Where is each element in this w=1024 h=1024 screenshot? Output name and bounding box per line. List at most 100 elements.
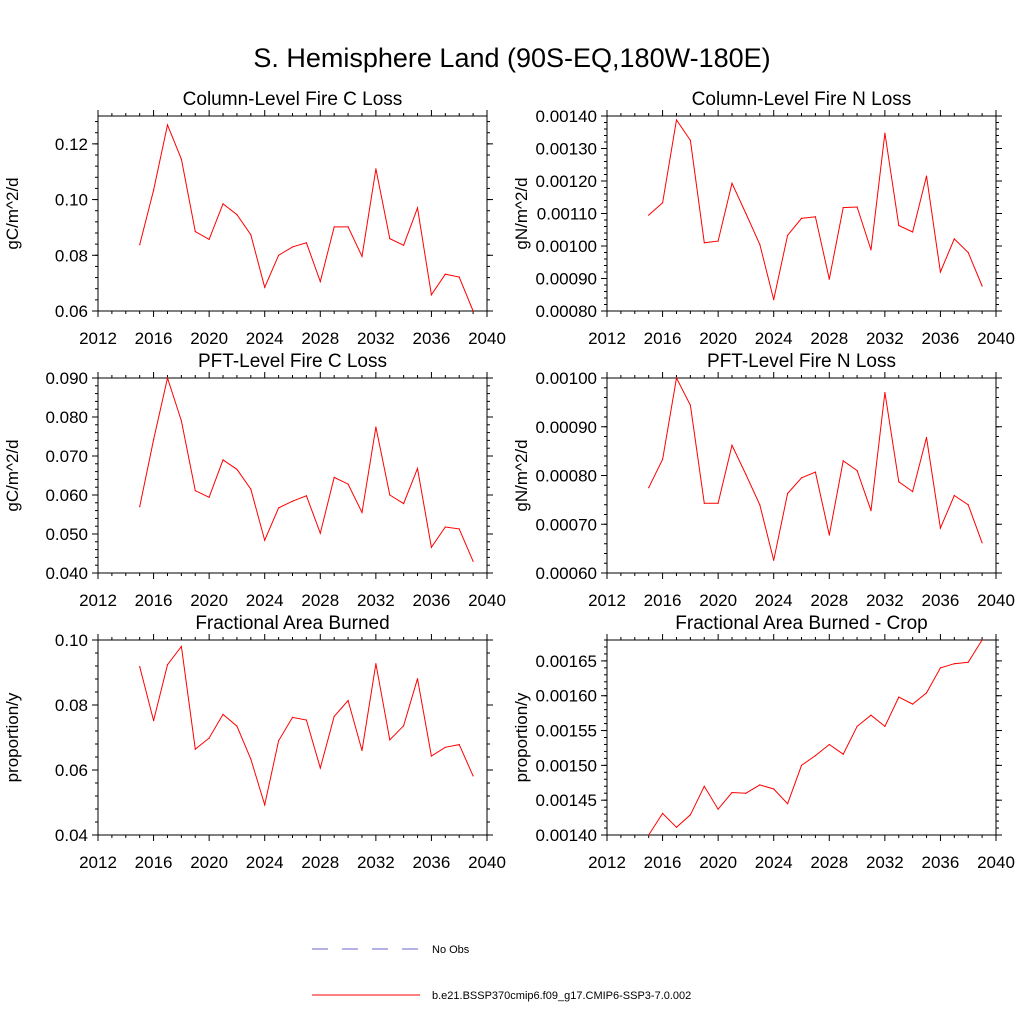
data-point [870,714,872,716]
data-point [139,666,141,668]
data-point [870,249,872,251]
y-tick-label: 0.10 [55,191,88,210]
x-tick-label: 2012 [588,853,626,872]
x-tick-label: 2028 [810,591,848,610]
y-tick-label: 0.070 [45,447,88,466]
data-point [898,224,900,227]
data-point [717,808,719,810]
panel-title: Column-Level Fire N Loss [692,89,912,110]
legend-label-model: b.e21.BSSP370cmip6.f09_g17.CMIP6-SSP3-7.… [432,990,691,1002]
x-tick-label: 2036 [413,853,451,872]
data-point [194,748,196,750]
x-tick-label: 2024 [246,591,284,610]
data-point [759,243,761,245]
x-tick-label: 2032 [866,853,904,872]
y-tick-label: 0.00110 [537,205,597,224]
x-tick-label: 2012 [79,591,117,610]
data-point [717,502,719,504]
x-tick-label: 2020 [699,591,737,610]
x-tick-label: 2040 [977,591,1015,610]
data-point [375,168,377,170]
data-point [319,532,321,534]
y-tick-label: 0.00160 [536,687,597,706]
x-tick-label: 2016 [135,591,173,610]
y-tick-label: 0.06 [55,761,88,780]
data-point [291,716,294,719]
panel-title: Column-Level Fire C Loss [183,89,403,110]
y-tick-label: 0.00165 [536,652,597,671]
x-tick-label: 2028 [810,329,848,348]
x-tick-label: 2024 [755,329,793,348]
y-tick-label: 0.08 [55,696,88,715]
x-tick-label: 2016 [644,591,682,610]
data-point [675,377,678,379]
y-tick-label: 0.00140 [536,107,597,126]
data-point [939,271,942,273]
data-point [842,753,844,755]
y-tick-label: 0.06 [55,302,88,321]
panels: Column-Level Fire C Loss gC/m^2/d 2012 2016… [3,89,1015,872]
data-point [153,189,155,191]
data-point [898,696,900,698]
x-tick-label: 2012 [79,329,117,348]
data-point [703,502,705,504]
y-tick-label: 0.050 [45,525,88,544]
data-point [828,743,830,746]
data-point [194,231,196,233]
data-point [648,487,650,489]
x-tick-label: 2040 [977,329,1015,348]
data-point [444,526,446,528]
data-point [291,500,294,502]
data-point [814,755,817,757]
y-tick-label: 0.12 [55,135,88,154]
chart-panel-3: PFT-Level Fire C Loss gC/m^2/d 2012 2016 202… [3,351,506,610]
x-tick-label: 2024 [246,853,284,872]
data-point [689,139,692,141]
data-point [912,703,914,705]
y-axis-label: gC/m^2/d [3,439,22,511]
data-point [347,226,349,228]
x-tick-label: 2036 [413,329,451,348]
data-point [222,203,224,205]
x-tick-label: 2016 [644,329,682,348]
data-point [319,767,321,769]
data-point [180,645,182,648]
data-point [139,506,141,508]
y-tick-label: 0.10 [55,631,88,650]
x-tick-label: 2020 [190,853,228,872]
data-point [731,791,733,794]
y-tick-label: 0.00060 [536,564,597,583]
data-point [222,459,224,461]
x-tick-label: 2032 [357,329,395,348]
data-point [689,404,692,406]
data-point [662,458,664,460]
data-point [981,639,983,641]
y-tick-label: 0.00150 [536,756,597,775]
data-point [884,132,886,134]
data-point [250,234,252,236]
data-point [180,420,182,422]
x-tick-label: 2016 [644,853,682,872]
x-tick-label: 2016 [135,329,173,348]
x-tick-label: 2032 [357,591,395,610]
x-tick-label: 2036 [413,591,451,610]
y-tick-label: 0.00140 [536,826,597,845]
data-point [347,483,349,485]
panel-title: Fractional Area Burned [195,613,389,634]
data-point [194,490,196,492]
y-tick-label: 0.00100 [536,237,597,256]
data-point [305,242,307,244]
data-point [403,503,405,505]
data-point [458,744,460,746]
data-point [278,507,280,509]
data-point [416,678,419,680]
data-point [444,273,446,275]
y-tick-label: 0.00100 [536,369,597,388]
data-point [842,460,844,462]
data-point [717,240,719,242]
data-point [773,299,775,301]
data-point [870,510,872,512]
x-tick-label: 2024 [755,853,793,872]
data-point [731,444,733,446]
data-point [472,775,474,777]
